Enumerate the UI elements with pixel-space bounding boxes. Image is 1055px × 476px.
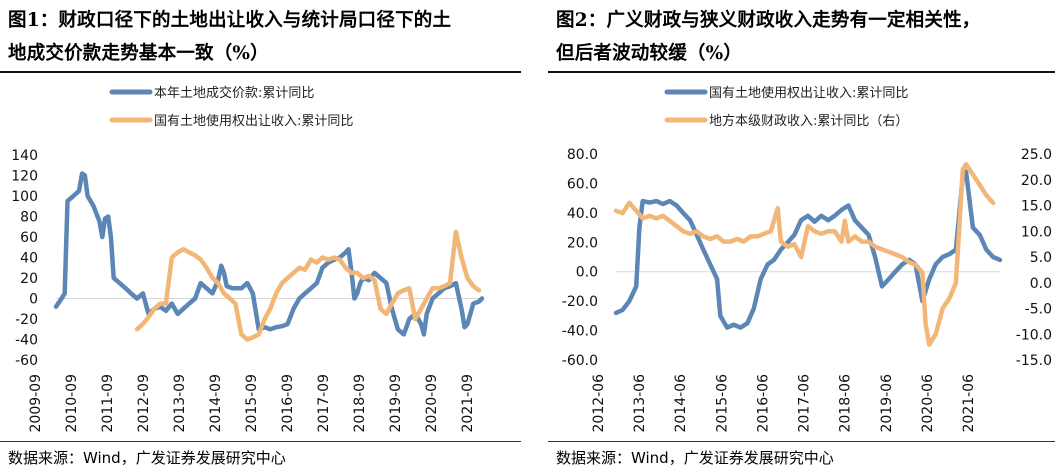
y-tick-label-left: -20	[15, 312, 38, 328]
y-tick-label-left: -20.0	[562, 294, 598, 310]
y-tick-label-left: -60.0	[562, 353, 598, 369]
chart-panel-right: 图2：广义财政与狭义财政收入走势有一定相关性， 但后者波动较缓（%） 80.0 6…	[548, 0, 1055, 476]
x-tick-label: 2014-09	[208, 374, 224, 433]
x-tick-label: 2010-09	[64, 374, 80, 433]
x-tick-label: 2009-09	[28, 374, 44, 433]
legend-label-2: 地方本级财政收入:累计同比（右）	[709, 113, 908, 129]
x-tick-label: 2016-06	[755, 374, 771, 433]
chart-title-line-1: 图2：广义财政与狭义财政收入走势有一定相关性，	[556, 10, 981, 31]
y-tick-label-left: 20	[20, 271, 38, 287]
chart-panel-left: 图1：财政口径下的土地出让收入与统计局口径下的土 地成交价款走势基本一致（%） …	[0, 0, 521, 476]
y-tick-label-right: -5.0	[1025, 302, 1052, 318]
line-chart-right: 80.0 60.0 40.0 20.0 0.0 -20.0 -40.0 -60.0 25.0 20…	[562, 85, 1052, 433]
x-tick-label: 2015-06	[714, 374, 730, 433]
y-tick-label-left: -40	[15, 333, 38, 349]
y-tick-label-left: 120	[11, 169, 38, 185]
series-line-1	[613, 169, 1003, 330]
y-tick-label-left: -40.0	[562, 324, 598, 340]
bottom-divider	[0, 441, 521, 442]
legend-label-1: 国有土地使用权出让收入:累计同比	[709, 85, 908, 101]
legend-label-2: 国有土地使用权出让收入:累计同比	[154, 113, 353, 129]
bottom-divider	[548, 441, 1055, 442]
x-tick-label: 2019-06	[879, 374, 895, 433]
y-tick-label-left: 80	[20, 210, 38, 226]
y-tick-label-left: 20.0	[567, 235, 598, 251]
x-tick-label: 2013-09	[172, 374, 188, 433]
y-tick-label-left: 40	[20, 251, 38, 267]
y-tick-label-right: 0.0	[1030, 276, 1052, 292]
y-tick-label-left: 60	[20, 230, 38, 246]
series-line-2	[613, 162, 996, 347]
x-tick-label: 2020-06	[920, 374, 936, 433]
line-chart-left: 140 120 100 80 60 40 20 0 -20 -40 -60 2009-09 2010-0…	[11, 85, 485, 433]
source-note: 数据来源：Wind，广发证券发展研究中心	[556, 449, 834, 467]
y-tick-label-left: 100	[11, 189, 38, 205]
x-tick-label: 2015-09	[244, 374, 260, 433]
top-divider	[0, 71, 521, 73]
x-tick-label: 2012-06	[591, 374, 607, 433]
source-note: 数据来源：Wind，广发证券发展研究中心	[8, 449, 286, 467]
y-tick-label-left: 60.0	[567, 176, 598, 192]
x-tick-label: 2017-09	[316, 374, 332, 433]
x-tick-label: 2019-09	[388, 374, 404, 433]
x-tick-label: 2011-09	[100, 374, 116, 433]
y-tick-label-right: 15.0	[1021, 199, 1052, 215]
top-divider	[548, 71, 1055, 73]
y-tick-label-right: -15.0	[1016, 353, 1052, 369]
x-tick-label: 2016-09	[280, 374, 296, 433]
chart-title-line-1: 图1：财政口径下的土地出让收入与统计局口径下的土	[8, 10, 452, 31]
y-tick-label-left: 0	[29, 292, 38, 308]
y-tick-label-right: 20.0	[1021, 173, 1052, 189]
legend-label-1: 本年土地成交价款:累计同比	[154, 85, 314, 101]
y-tick-label-right: 10.0	[1021, 224, 1052, 240]
y-tick-label-left: 0.0	[576, 265, 598, 281]
y-tick-label-right: 5.0	[1030, 250, 1052, 266]
x-tick-label: 2018-09	[352, 374, 368, 433]
x-tick-label: 2013-06	[632, 374, 648, 433]
y-tick-label-left: 140	[11, 148, 38, 164]
chart-title: 图1：财政口径下的土地出让收入与统计局口径下的土 地成交价款走势基本一致（%）	[8, 4, 508, 70]
y-tick-label-left: -60	[15, 353, 38, 369]
x-tick-label: 2014-06	[673, 374, 689, 433]
x-tick-label: 2021-09	[460, 374, 476, 433]
y-tick-label-left: 40.0	[567, 206, 598, 222]
series-line-2	[134, 229, 482, 342]
chart-title-line-2: 但后者波动较缓（%）	[556, 43, 743, 64]
chart-title: 图2：广义财政与狭义财政收入走势有一定相关性， 但后者波动较缓（%）	[556, 4, 1055, 70]
x-tick-label: 2017-06	[797, 374, 813, 433]
y-tick-label-right: -10.0	[1016, 327, 1052, 343]
y-tick-label-right: 25.0	[1021, 147, 1052, 163]
x-tick-label: 2021-06	[961, 374, 977, 433]
x-tick-label: 2012-09	[136, 374, 152, 433]
chart-title-line-2: 地成交价款走势基本一致（%）	[8, 43, 269, 64]
x-tick-label: 2020-09	[424, 374, 440, 433]
x-tick-label: 2018-06	[838, 374, 854, 433]
y-tick-label-left: 80.0	[567, 147, 598, 163]
